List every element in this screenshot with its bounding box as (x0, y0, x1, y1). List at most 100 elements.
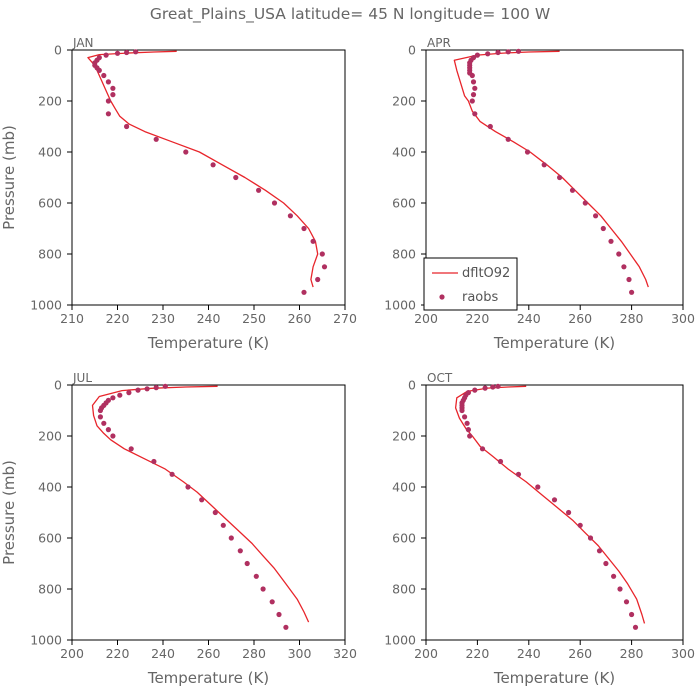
jan-x-axis-label: Temperature (K) (147, 334, 269, 352)
apr-y-tick-label: 400 (392, 145, 416, 160)
jul-obs-point (126, 390, 132, 396)
jul-x-tick-label: 220 (106, 646, 130, 661)
apr-obs-point (472, 85, 478, 91)
apr-x-tick-label: 240 (517, 311, 541, 326)
oct-obs-point (566, 509, 572, 516)
oct-x-tick-label: 200 (414, 646, 438, 661)
apr-x-tick-label: 260 (568, 311, 592, 326)
jan-obs-point (96, 67, 102, 73)
jul-obs-point (162, 383, 168, 389)
jul-obs-point (135, 387, 141, 393)
oct-obs-point (490, 384, 496, 390)
jan-y-tick-label: 800 (38, 247, 62, 262)
apr-obs-point (469, 98, 475, 104)
oct-obs-point (617, 586, 623, 592)
apr-obs-point (582, 200, 588, 206)
apr-obs-point (626, 276, 632, 283)
jul-obs-point (253, 573, 259, 579)
oct-x-tick-label: 220 (465, 646, 489, 661)
jan-y-tick-label: 0 (54, 43, 62, 58)
apr-obs-point (569, 187, 576, 193)
jul-obs-point (220, 522, 226, 528)
jul-obs-point (237, 548, 243, 554)
jul-x-tick-label: 300 (288, 646, 312, 661)
jan-obs-point (124, 123, 130, 130)
jul-obs-point (110, 433, 116, 439)
jan-obs-point (105, 98, 111, 104)
jan-y-tick-label: 1000 (30, 298, 62, 313)
jul-x-tick-label: 200 (60, 646, 84, 661)
oct-obs-point (465, 427, 471, 433)
apr-obs-point (505, 136, 511, 142)
apr-y-tick-label: 1000 (384, 298, 416, 313)
jan-obs-point (315, 276, 321, 283)
jan-x-tick-label: 220 (106, 311, 130, 326)
apr-model-line (453, 50, 649, 288)
jan-y-tick-label: 400 (38, 145, 62, 160)
apr-obs-point (470, 92, 477, 98)
oct-y-tick-label: 1000 (384, 633, 416, 648)
jul-obs-point (199, 497, 205, 503)
apr-obs-point (616, 251, 622, 257)
apr-obs-point (470, 79, 477, 85)
jul-y-tick-label: 400 (38, 480, 62, 495)
oct-obs-point (587, 535, 594, 541)
jul-model-line (91, 385, 310, 623)
oct-obs-point (535, 484, 541, 490)
jul-month-label: JUL (72, 371, 92, 385)
jan-x-tick-label: 230 (151, 311, 175, 326)
jan-obs-point (114, 50, 121, 56)
jan-x-tick-label: 240 (197, 311, 221, 326)
oct-obs-point (482, 385, 488, 391)
apr-x-tick-label: 200 (414, 311, 438, 326)
jul-obs-point (151, 458, 157, 465)
jan-obs-point (183, 149, 189, 155)
panel-jan: 210 220 230 240 250 260 270 0 200 400 600 800 1000 JA… (0, 36, 357, 352)
apr-obs-point (505, 49, 511, 55)
jan-obs-point (153, 136, 159, 142)
jul-obs-point (117, 392, 123, 398)
jul-obs-point (185, 484, 191, 490)
jul-obs-point (97, 407, 103, 414)
jul-obs-point (153, 385, 159, 391)
jul-obs-point (97, 414, 103, 420)
apr-x-axis-label: Temperature (K) (493, 334, 615, 352)
jan-x-tick-label: 260 (288, 311, 312, 326)
legend-dot-swatch (439, 294, 445, 300)
jul-x-tick-label: 260 (197, 646, 221, 661)
oct-model-line (454, 385, 646, 624)
jul-obs-point (228, 535, 234, 541)
legend-label-obs: raobs (462, 290, 499, 305)
jul-obs-point (212, 509, 218, 516)
apr-obs-point (495, 49, 501, 56)
oct-x-axis-label: Temperature (K) (493, 669, 615, 687)
oct-obs-point (611, 573, 617, 579)
jan-model-line (87, 50, 319, 288)
apr-month-label: APR (427, 36, 451, 50)
oct-obs-point (596, 548, 603, 554)
oct-plot-frame (425, 384, 684, 641)
jan-obs-point (301, 289, 307, 295)
apr-obs-point (557, 174, 563, 181)
oct-y-tick-label: 0 (408, 378, 416, 393)
oct-obs-point (515, 471, 522, 477)
jan-x-tick-label: 210 (60, 311, 84, 326)
jul-obs-point (169, 471, 175, 477)
jan-obs-point (110, 85, 116, 91)
apr-obs-point (593, 213, 599, 219)
oct-y-tick-label: 800 (392, 582, 416, 597)
apr-obs-point (524, 149, 531, 155)
legend-label-model: dfltO92 (462, 266, 510, 281)
jul-x-axis-label: Temperature (K) (147, 669, 269, 687)
figure-title: Great_Plains_USA latitude= 45 N longitud… (150, 5, 550, 24)
jan-month-label: JAN (72, 36, 94, 50)
legend: dfltO92 raobs (423, 257, 518, 311)
jan-obs-point (321, 264, 328, 270)
jan-obs-point (105, 111, 111, 117)
apr-obs-point (515, 48, 522, 54)
legend-box (423, 257, 518, 311)
apr-plot-frame (425, 49, 684, 306)
jan-x-tick-label: 270 (333, 311, 357, 326)
apr-obs-point (474, 52, 480, 58)
apr-obs-point (485, 51, 491, 57)
